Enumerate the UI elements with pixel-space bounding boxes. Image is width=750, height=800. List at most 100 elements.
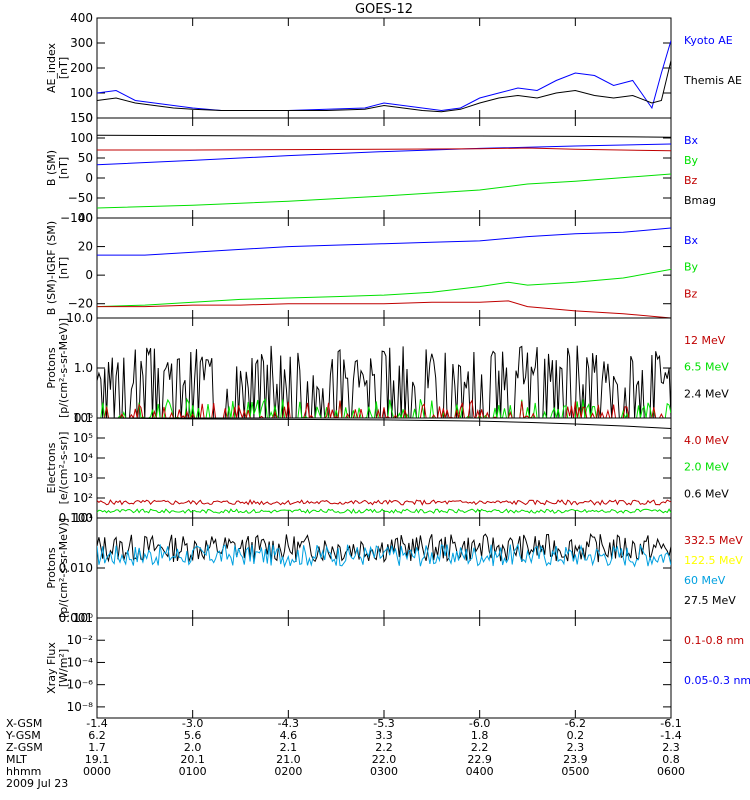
legend-label: Bx bbox=[684, 234, 699, 247]
orbit-value: -6.2 bbox=[565, 717, 586, 730]
orbit-value: 0300 bbox=[370, 765, 398, 778]
series-line-bx bbox=[97, 227, 671, 256]
orbit-value: 0400 bbox=[466, 765, 494, 778]
legend-label: 0.1-0.8 nm bbox=[684, 634, 744, 647]
y-tick-label: −20 bbox=[68, 297, 93, 311]
y-tick-label: 10⁻⁸ bbox=[67, 700, 94, 714]
orbit-value: 2.2 bbox=[375, 741, 393, 754]
y-tick-label: −50 bbox=[68, 191, 93, 205]
legend-label: 2.4 MeV bbox=[684, 387, 729, 400]
orbit-value: 0.8 bbox=[662, 753, 680, 766]
orbit-value: 5.6 bbox=[184, 729, 202, 742]
y-axis-units: [W/m²] bbox=[57, 649, 70, 687]
y-axis-units: [nT] bbox=[57, 157, 70, 179]
orbit-value: 22.0 bbox=[372, 753, 397, 766]
orbit-value: 19.1 bbox=[85, 753, 110, 766]
legend-label: 12 MeV bbox=[684, 334, 726, 347]
orbit-value: -1.4 bbox=[660, 729, 681, 742]
legend-label: Bmag bbox=[684, 194, 716, 207]
orbit-value: 0200 bbox=[274, 765, 302, 778]
orbit-value: 22.9 bbox=[467, 753, 492, 766]
orbit-value: 4.6 bbox=[280, 729, 298, 742]
y-tick-label: −100 bbox=[60, 211, 93, 225]
legend-label: 27.5 MeV bbox=[684, 594, 736, 607]
orbit-value: 0500 bbox=[561, 765, 589, 778]
orbit-value: 1.8 bbox=[471, 729, 489, 742]
y-axis-units: [p/(cm²-s-sr-MeV)] bbox=[57, 518, 70, 618]
orbit-value: 2.2 bbox=[471, 741, 489, 754]
y-tick-label: 10¹ bbox=[73, 511, 93, 525]
orbit-row-label: hhmm bbox=[6, 765, 41, 778]
y-axis-title: Xray Flux bbox=[45, 642, 58, 694]
series-line-4-0-mev bbox=[97, 498, 671, 506]
series-group bbox=[97, 533, 671, 569]
y-tick-label: 400 bbox=[70, 11, 93, 25]
panel-frame bbox=[96, 117, 672, 219]
y-axis-title: AE_index bbox=[45, 42, 58, 93]
legend-label: 4.0 MeV bbox=[684, 434, 729, 447]
legend-label: Kyoto AE bbox=[684, 34, 733, 47]
y-tick-label: 10⁻⁴ bbox=[67, 655, 94, 669]
y-tick-label: 100 bbox=[70, 86, 93, 100]
y-tick-label: 10⁻⁶ bbox=[67, 678, 94, 692]
series-group bbox=[97, 134, 671, 209]
y-tick-label: 10.0 bbox=[66, 311, 93, 325]
series-line-themis-ae bbox=[97, 60, 671, 113]
legend-label: Bx bbox=[684, 134, 699, 147]
y-tick-label: 10⁴ bbox=[73, 451, 93, 465]
y-tick-label: 0.100 bbox=[59, 511, 93, 525]
series-group bbox=[97, 227, 671, 318]
panel-7: 10⁻⁸ 10⁻⁶ 10⁻⁴ 10⁻² 10⁰ Xray Flux [W/m²] 0.1-0.… bbox=[45, 611, 750, 719]
orbit-row-label: MLT bbox=[6, 753, 27, 766]
y-tick-label: 0 bbox=[85, 268, 93, 282]
legend-label: By bbox=[684, 261, 699, 274]
legend-label: Themis AE bbox=[683, 74, 742, 87]
panel-5: 10¹ 10² 10³ 10⁴ 10⁵ 10⁶ Electrons [e/(cm²-s-sr)… bbox=[45, 411, 729, 525]
y-tick-label: 20 bbox=[78, 240, 93, 254]
panel-2: −100 −50 0 50 100 150 B (SM) [nT] Bx By Bz Bmag bbox=[45, 111, 716, 225]
y-tick-label: 50 bbox=[78, 151, 93, 165]
y-axis-units: [p/(cm²-s-sr-MeV)] bbox=[57, 318, 70, 418]
y-tick-label: 0 bbox=[85, 171, 93, 185]
orbit-row-label: X-GSM bbox=[6, 717, 42, 730]
legend-label: By bbox=[684, 154, 699, 167]
series-group bbox=[97, 418, 671, 515]
y-tick-label: 10⁻² bbox=[67, 633, 94, 647]
panel-4: 0.1 1.0 10.0 Protons [p/(cm²-s-sr-MeV)] 12 Me… bbox=[45, 311, 729, 425]
orbit-value: 21.0 bbox=[276, 753, 301, 766]
orbit-table: X-GSM -1.4 -3.0 -4.3 -5.3 -6.0 -6.2 -6.1 Y-GSM 6.… bbox=[5, 717, 685, 778]
series-line-bmag bbox=[97, 134, 671, 138]
y-tick-label: 100 bbox=[70, 131, 93, 145]
y-tick-label: 0.010 bbox=[59, 561, 93, 575]
panel-frame bbox=[96, 617, 672, 719]
series-line-60-mev bbox=[97, 543, 671, 569]
legend-label: 6.5 MeV bbox=[684, 361, 729, 374]
series-line-27-5-mev bbox=[97, 533, 671, 564]
orbit-value: 0000 bbox=[83, 765, 111, 778]
y-tick-label: 300 bbox=[70, 36, 93, 50]
y-tick-label: 1.0 bbox=[74, 361, 93, 375]
series-group bbox=[97, 40, 671, 113]
series-line-bz bbox=[97, 300, 671, 318]
series-line-12-mev bbox=[97, 399, 671, 418]
orbit-row-label: Z-GSM bbox=[6, 741, 43, 754]
orbit-value: 3.3 bbox=[375, 729, 393, 742]
y-tick-label: 0.001 bbox=[59, 611, 93, 625]
orbit-value: -6.1 bbox=[660, 717, 681, 730]
orbit-value: 0.2 bbox=[567, 729, 585, 742]
series-line-0-6-mev bbox=[97, 418, 671, 429]
panel-1: 0 100 200 300 400 AE_index [nT] Kyoto AE Themis … bbox=[45, 11, 742, 125]
panel-frame bbox=[96, 517, 672, 619]
orbit-value: -4.3 bbox=[278, 717, 299, 730]
orbit-value: 2.3 bbox=[662, 741, 680, 754]
y-tick-label: 150 bbox=[70, 111, 93, 125]
series-line-by bbox=[97, 268, 671, 308]
y-tick-label: 0.1 bbox=[74, 411, 93, 425]
orbit-row-label: Y-GSM bbox=[5, 729, 41, 742]
legend-label: 2.0 MeV bbox=[684, 461, 729, 474]
legend-label: Bz bbox=[684, 287, 698, 300]
y-tick-label: 10³ bbox=[73, 471, 93, 485]
y-axis-title: Electrons bbox=[45, 442, 58, 493]
y-axis-units: [nT] bbox=[57, 57, 70, 79]
